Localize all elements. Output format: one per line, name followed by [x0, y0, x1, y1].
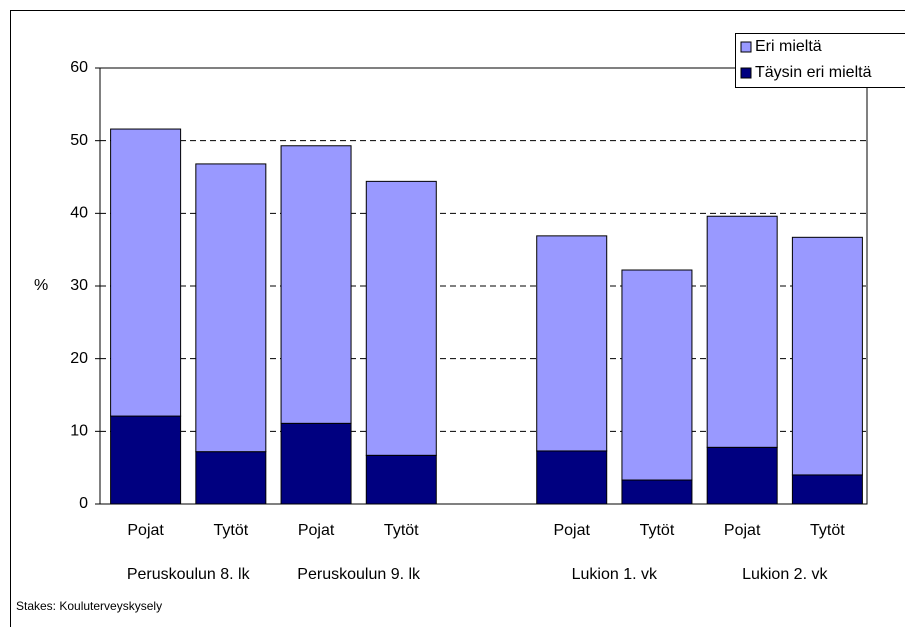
bar-segment — [366, 181, 436, 455]
x-tick-label: Tytöt — [640, 522, 675, 539]
y-tick-label: 20 — [70, 350, 88, 367]
y-tick-label: 40 — [70, 205, 88, 222]
group-label: Peruskoulun 8. lk — [127, 566, 251, 583]
x-tick-label: Pojat — [724, 522, 761, 539]
legend-label: Täysin eri mieltä — [755, 64, 872, 81]
bar-segment — [366, 455, 436, 504]
y-tick-label: 30 — [70, 277, 88, 294]
legend-swatch — [741, 68, 751, 78]
y-axis-label: % — [34, 277, 48, 294]
group-label: Peruskoulun 9. lk — [297, 566, 421, 583]
bar-segment — [196, 452, 266, 504]
legend-label: Eri mieltä — [755, 38, 822, 55]
bar-segment — [537, 451, 607, 504]
y-tick-label: 0 — [79, 495, 88, 512]
y-tick-label: 50 — [70, 132, 88, 149]
legend-swatch — [741, 42, 751, 52]
x-tick-label: Tytöt — [213, 522, 248, 539]
bar-segment — [622, 480, 692, 504]
group-label: Lukion 2. vk — [742, 566, 828, 583]
bar-segment — [111, 129, 181, 416]
bar-segment — [281, 423, 351, 504]
bar-segment — [196, 164, 266, 452]
bar-segment — [792, 237, 862, 475]
bar-segment — [707, 447, 777, 504]
bar-segment — [622, 270, 692, 480]
source: Stakes: Kouluterveyskysely — [16, 599, 162, 613]
group-label: Lukion 1. vk — [572, 566, 658, 583]
bar-segment — [537, 236, 607, 451]
x-tick-label: Pojat — [553, 522, 590, 539]
y-tick-label: 10 — [70, 423, 88, 440]
x-tick-label: Tytöt — [810, 522, 845, 539]
bar-segment — [111, 416, 181, 504]
bar-segment — [792, 475, 862, 504]
x-tick-label: Tytöt — [384, 522, 419, 539]
y-tick-label: 60 — [70, 59, 88, 76]
x-tick-label: Pojat — [298, 522, 335, 539]
bar-segment — [707, 216, 777, 447]
bar-segment — [281, 146, 351, 424]
x-tick-label: Pojat — [127, 522, 164, 539]
